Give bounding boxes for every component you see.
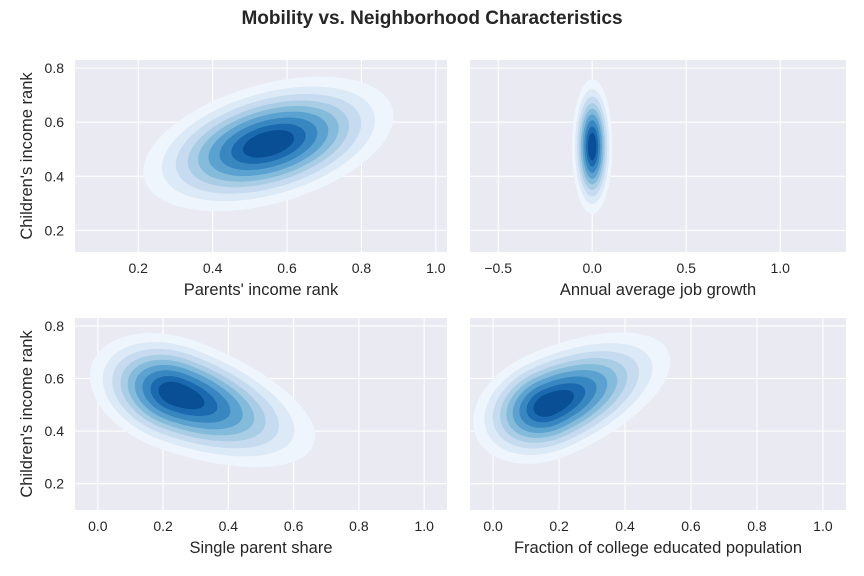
x-tick-label: −0.5 xyxy=(484,260,512,276)
x-tick-label: 0.0 xyxy=(582,260,602,276)
figure-title: Mobility vs. Neighborhood Characteristic… xyxy=(241,8,623,29)
x-tick-label: 0.6 xyxy=(284,518,304,534)
x-axis-label: Fraction of college educated population xyxy=(514,539,802,557)
x-tick-label: 0.4 xyxy=(219,518,239,534)
x-tick-label: 0.0 xyxy=(88,518,108,534)
y-tick-label: 0.4 xyxy=(45,423,65,439)
density-contours xyxy=(473,332,671,464)
x-tick-label: 0.6 xyxy=(277,260,297,276)
x-tick-label: 0.8 xyxy=(747,518,767,534)
x-tick-label: 0.2 xyxy=(549,518,569,534)
panel-single-parent: 0.0 0.2 0.4 0.6 0.8 1.0 0.2 0.4 0.6 0.8 Single par… xyxy=(18,318,447,557)
y-tick-label: 0.4 xyxy=(45,168,65,184)
x-tick-label: 0.8 xyxy=(349,518,369,534)
x-tick-label: 1.0 xyxy=(813,518,833,534)
x-tick-label: 1.0 xyxy=(770,260,790,276)
x-tick-label: 0.4 xyxy=(203,260,223,276)
y-tick-label: 0.2 xyxy=(45,476,65,492)
panel-college-educated: 0.0 0.2 0.4 0.6 0.8 1.0 Fraction of college ed… xyxy=(470,318,846,557)
x-tick-label: 0.2 xyxy=(129,260,149,276)
x-tick-label: 0.4 xyxy=(615,518,635,534)
y-tick-label: 0.8 xyxy=(45,318,65,334)
density-contours xyxy=(143,76,394,212)
y-tick-label: 0.8 xyxy=(45,60,65,76)
x-tick-label: 0.2 xyxy=(153,518,173,534)
x-axis-label: Annual average job growth xyxy=(560,281,756,299)
density-contours xyxy=(572,79,613,214)
y-axis-label: Children's income rank xyxy=(18,72,36,240)
density-level-9 xyxy=(158,381,205,410)
x-axis-label: Parents' income rank xyxy=(184,281,339,299)
y-tick-label: 0.2 xyxy=(45,222,65,238)
x-tick-label: 0.5 xyxy=(676,260,696,276)
density-level-9 xyxy=(242,130,294,158)
density-level-9 xyxy=(588,132,597,161)
y-tick-label: 0.6 xyxy=(45,114,65,130)
density-level-9 xyxy=(533,390,574,417)
y-axis-label: Children's income rank xyxy=(18,330,36,498)
plot-background xyxy=(470,60,846,252)
x-tick-label: 0.8 xyxy=(352,260,372,276)
density-contours xyxy=(90,333,315,468)
x-tick-label: 1.0 xyxy=(414,518,434,534)
x-tick-label: 1.0 xyxy=(426,260,446,276)
x-tick-label: 0.6 xyxy=(681,518,701,534)
y-tick-label: 0.6 xyxy=(45,370,65,386)
panel-parents-income: 0.2 0.4 0.6 0.8 1.0 0.2 0.4 0.6 0.8 Parents' inco… xyxy=(18,60,447,299)
panel-job-growth: −0.5 0.0 0.5 1.0 Annual average job growth xyxy=(470,60,846,299)
x-tick-label: 0.0 xyxy=(483,518,503,534)
x-axis-label: Single parent share xyxy=(189,539,332,557)
